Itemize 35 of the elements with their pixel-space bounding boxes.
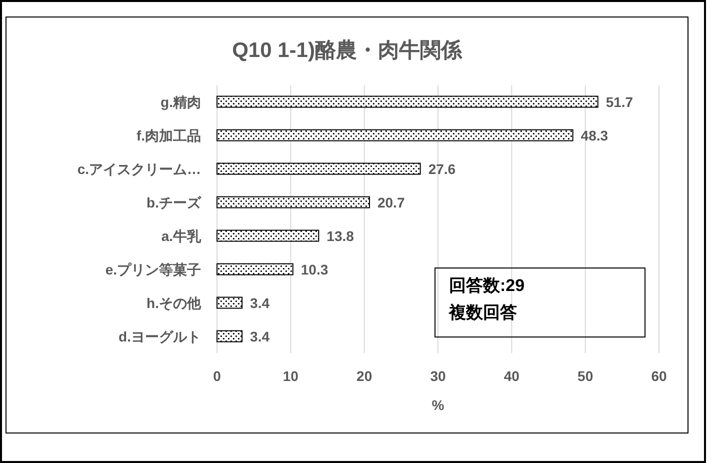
bar xyxy=(216,162,421,175)
bar xyxy=(216,129,574,142)
chart-title: Q10 1-1)酪農・肉牛関係 xyxy=(232,39,463,62)
y-tick-label: a.牛乳 xyxy=(161,228,202,244)
data-label: 3.4 xyxy=(250,294,270,311)
x-tick-label: 30 xyxy=(430,368,446,384)
data-label: 51.7 xyxy=(606,94,634,110)
x-tick-label: 40 xyxy=(504,368,520,384)
y-tick-label: e.プリン等菓子 xyxy=(105,261,201,278)
data-label: 20.7 xyxy=(377,194,405,210)
x-tick-label: 20 xyxy=(356,368,372,384)
x-tick-label: 10 xyxy=(282,368,299,384)
annotation: 複数回答 xyxy=(448,303,517,322)
data-label: 13.8 xyxy=(326,228,354,244)
x-tick-label: 50 xyxy=(578,368,594,384)
x-tick-label: 60 xyxy=(651,368,667,384)
data-label: 48.3 xyxy=(580,127,608,144)
y-tick-label: c.アイスクリーム… xyxy=(77,160,201,177)
bar xyxy=(216,230,320,242)
data-label: 10.3 xyxy=(300,261,328,278)
bar xyxy=(216,263,294,276)
bar xyxy=(216,196,370,208)
data-label: 27.6 xyxy=(428,160,456,177)
x-axis-title: % xyxy=(432,397,445,413)
y-tick-label: b.チーズ xyxy=(146,194,202,210)
y-tick-label: d.ヨーグルト xyxy=(118,328,201,344)
y-tick-label: f.肉加工品 xyxy=(136,127,201,144)
x-tick-label: 0 xyxy=(213,368,222,384)
bar xyxy=(216,96,598,108)
annotation: 回答数:29 xyxy=(449,276,525,295)
y-tick-label: h.その他 xyxy=(146,294,202,311)
data-label: 3.4 xyxy=(250,328,270,344)
bar xyxy=(216,330,243,342)
bar xyxy=(216,296,243,309)
y-tick-label: g.精肉 xyxy=(160,94,201,110)
